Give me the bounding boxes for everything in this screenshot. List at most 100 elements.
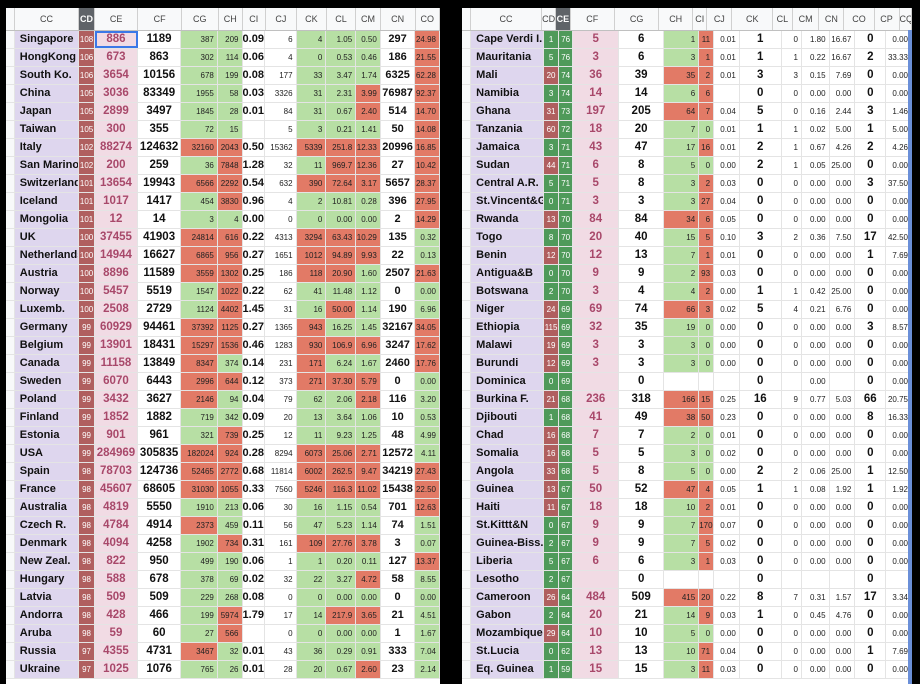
table-cell[interactable]: 68 [558, 427, 574, 444]
table-cell[interactable]: 3 [664, 175, 700, 192]
table-cell[interactable]: 956 [217, 247, 243, 264]
row-header[interactable] [6, 643, 15, 660]
table-cell[interactable]: 66 [855, 391, 887, 408]
table-cell[interactable]: 52 [618, 481, 665, 498]
table-cell[interactable]: Germany [14, 319, 80, 336]
table-cell[interactable]: 14 [618, 85, 665, 102]
table-cell[interactable]: 0.00 [829, 445, 856, 462]
row-header[interactable] [462, 409, 472, 426]
table-cell[interactable]: 13901 [94, 337, 139, 354]
table-cell[interactable]: 0.28 [356, 193, 381, 210]
table-cell[interactable]: 0.00 [242, 211, 266, 228]
table-cell[interactable]: 0 [739, 373, 782, 390]
table-cell[interactable]: 0.42 [801, 283, 830, 300]
row-header[interactable] [462, 103, 472, 120]
table-cell[interactable]: 0 [618, 571, 665, 588]
table-cell[interactable]: 5 [573, 31, 619, 48]
table-cell[interactable]: 21 [618, 607, 665, 624]
table-cell[interactable]: 3 [573, 283, 619, 300]
table-cell[interactable]: 31 [296, 85, 327, 102]
table-cell[interactable]: 6 [618, 31, 665, 48]
table-cell[interactable]: USA [14, 445, 80, 462]
table-cell[interactable]: 84 [573, 211, 619, 228]
table-cell[interactable]: 50 [573, 481, 619, 498]
table-cell[interactable]: 297 [380, 31, 416, 48]
table-cell[interactable]: 22 [380, 247, 416, 264]
table-cell[interactable]: 0 [618, 373, 665, 390]
table-cell[interactable]: 105 [79, 121, 95, 138]
column-header-cd[interactable]: CD [79, 8, 95, 30]
table-cell[interactable]: 47 [296, 517, 327, 534]
table-cell[interactable] [714, 373, 740, 390]
table-cell[interactable]: 45607 [94, 481, 139, 498]
table-cell[interactable]: 97 [79, 661, 95, 678]
table-cell[interactable]: Sudan [471, 157, 545, 174]
table-cell[interactable]: 16 [296, 301, 327, 318]
table-cell[interactable]: 0.03 [714, 607, 740, 624]
table-cell[interactable]: Taiwan [14, 121, 80, 138]
table-cell[interactable]: 8347 [181, 355, 218, 372]
table-cell[interactable] [781, 571, 802, 588]
table-cell[interactable]: 3 [544, 85, 559, 102]
table-cell[interactable]: 44 [544, 157, 559, 174]
table-cell[interactable]: 106 [79, 67, 95, 84]
table-cell[interactable]: 0 [855, 445, 887, 462]
table-cell[interactable]: 71 [558, 157, 574, 174]
table-cell[interactable]: 15 [618, 661, 665, 678]
table-cell[interactable]: 284969 [94, 445, 139, 462]
table-cell[interactable]: 6 [265, 31, 297, 48]
table-cell[interactable]: 102 [79, 157, 95, 174]
table-cell[interactable]: 0.46 [356, 49, 381, 66]
table-cell[interactable]: 68 [558, 409, 574, 426]
table-cell[interactable]: 31 [296, 103, 327, 120]
table-cell[interactable]: 644 [217, 373, 243, 390]
table-cell[interactable]: 0 [739, 319, 782, 336]
table-cell[interactable]: 50.00 [326, 301, 357, 318]
table-cell[interactable]: Belgium [14, 337, 80, 354]
table-cell[interactable]: 2.44 [829, 103, 856, 120]
table-cell[interactable]: 9.93 [356, 247, 381, 264]
table-cell[interactable]: 9 [573, 535, 619, 552]
table-cell[interactable]: 32 [265, 571, 297, 588]
table-cell[interactable]: 66 [664, 301, 700, 318]
table-cell[interactable]: 190 [380, 301, 416, 318]
table-cell[interactable]: 0 [739, 175, 782, 192]
table-cell[interactable]: 251.8 [326, 139, 357, 156]
table-cell[interactable] [829, 373, 856, 390]
table-cell[interactable]: 76987 [380, 85, 416, 102]
column-header-cq[interactable]: CQ [900, 8, 912, 30]
table-cell[interactable]: 0 [296, 625, 327, 642]
table-cell[interactable]: 99 [79, 445, 95, 462]
table-cell[interactable]: 1.12 [356, 283, 381, 300]
table-cell[interactable]: 4 [781, 301, 802, 318]
table-cell[interactable]: 16 [296, 499, 327, 516]
table-cell[interactable]: 3.17 [356, 175, 381, 192]
table-cell[interactable]: 0.12 [242, 373, 266, 390]
table-cell[interactable]: 94461 [138, 319, 182, 336]
table-cell[interactable]: 3 [664, 661, 700, 678]
table-cell[interactable]: 0 [739, 247, 782, 264]
table-cell[interactable]: 99 [79, 337, 95, 354]
table-cell[interactable]: 182024 [181, 445, 218, 462]
table-cell[interactable]: 3 [699, 301, 715, 318]
table-cell[interactable]: 2507 [380, 265, 416, 282]
table-cell[interactable]: France [14, 481, 80, 498]
table-cell[interactable]: 94.89 [326, 247, 357, 264]
table-cell[interactable]: 60 [138, 625, 182, 642]
table-cell[interactable]: 2373 [181, 517, 218, 534]
table-cell[interactable]: 25.06 [326, 445, 357, 462]
table-cell[interactable]: 0.02 [714, 535, 740, 552]
table-cell[interactable]: Djibouti [471, 409, 545, 426]
table-cell[interactable]: 0 [544, 643, 559, 660]
table-cell[interactable]: 16627 [138, 247, 182, 264]
table-cell[interactable]: 62 [558, 643, 574, 660]
table-cell[interactable]: 0.01 [242, 643, 266, 660]
table-cell[interactable]: 0.00 [829, 319, 856, 336]
table-cell[interactable]: 0.00 [356, 211, 381, 228]
table-cell[interactable]: 50 [699, 409, 715, 426]
table-cell[interactable]: 3 [664, 355, 700, 372]
table-cell[interactable]: 262.5 [326, 463, 357, 480]
table-cell[interactable]: New Zeal. [14, 553, 80, 570]
table-cell[interactable]: 43 [573, 139, 619, 156]
table-cell[interactable]: Spain [14, 463, 80, 480]
